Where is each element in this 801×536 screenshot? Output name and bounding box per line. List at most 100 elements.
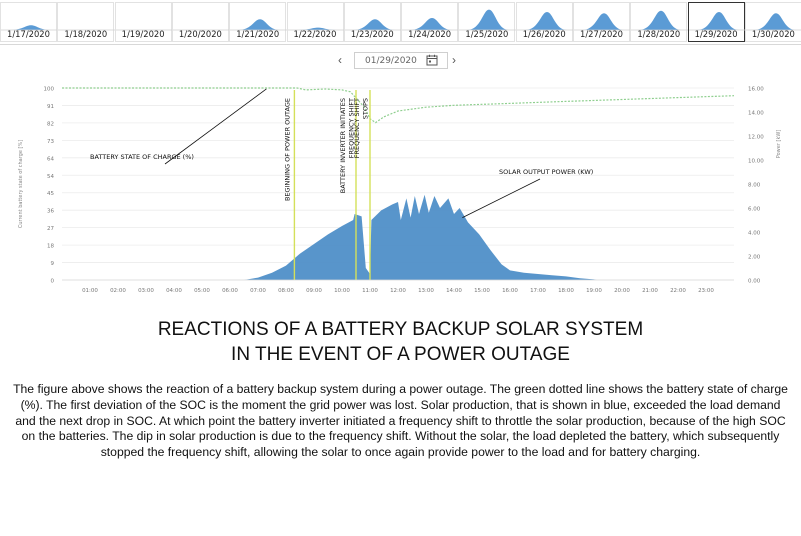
- y-right-axis-label: Power [kW]: [776, 130, 782, 158]
- x-tick-label: 04:00: [166, 288, 182, 294]
- day-sparkline: [574, 13, 631, 31]
- x-tick-label: 19:00: [586, 288, 602, 294]
- date-tab[interactable]: 1/19/2020: [114, 2, 173, 42]
- date-tab-label: 1/19/2020: [121, 29, 165, 39]
- battery-soc-pointer: [164, 88, 267, 165]
- date-tab-label: 1/24/2020: [408, 29, 452, 39]
- x-tick-label: 18:00: [558, 288, 574, 294]
- y-left-tick-label: 82: [47, 121, 54, 127]
- y-right-tick-label: 16.00: [748, 87, 764, 93]
- x-tick-label: 14:00: [446, 288, 462, 294]
- date-tab-label: 1/23/2020: [350, 29, 394, 39]
- x-tick-label: 01:00: [82, 288, 98, 294]
- y-left-tick-label: 9: [51, 261, 55, 267]
- day-sparkline: [631, 10, 689, 31]
- date-tab[interactable]: 1/20/2020: [171, 2, 230, 42]
- date-tab-label: 1/27/2020: [580, 29, 623, 39]
- day-sparkline: [1, 25, 58, 31]
- date-tab-label: 1/28/2020: [637, 29, 681, 39]
- day-sparkline: [745, 13, 801, 31]
- date-tab-label: 1/18/2020: [64, 29, 108, 39]
- x-tick-label: 15:00: [474, 288, 490, 294]
- date-tab-label: 1/21/2020: [236, 29, 280, 39]
- x-tick-label: 08:00: [278, 288, 294, 294]
- date-tab-label: 1/26/2020: [522, 29, 566, 39]
- calendar-icon[interactable]: [426, 54, 438, 66]
- y-right-tick-label: 6.00: [748, 207, 761, 213]
- day-sparkline: [402, 18, 460, 31]
- date-tab[interactable]: 1/26/2020: [515, 2, 574, 42]
- x-tick-label: 05:00: [194, 288, 210, 294]
- x-tick-label: 10:00: [334, 288, 350, 294]
- event-label: FREQUENCY SHIFT: [347, 98, 355, 158]
- solar-output-annotation: SOLAR OUTPUT POWER (KW): [499, 168, 593, 176]
- y-left-tick-label: 36: [47, 209, 54, 215]
- date-tab-label: 1/30/2020: [751, 29, 795, 39]
- y-right-tick-label: 4.00: [748, 231, 761, 237]
- battery-soc-annotation: BATTERY STATE OF CHARGE (%): [90, 153, 194, 161]
- y-right-tick-label: 14.00: [748, 111, 764, 117]
- solar-power-area: [62, 194, 734, 280]
- y-right-tick-label: 0.00: [748, 279, 761, 285]
- x-tick-label: 23:00: [698, 288, 714, 294]
- caption-title-line-2: IN THE EVENT OF A POWER OUTAGE: [231, 344, 570, 365]
- date-tab[interactable]: 1/17/2020: [0, 2, 58, 42]
- caption-title-line-1: REACTIONS OF A BATTERY BACKUP SOLAR SYST…: [157, 319, 644, 340]
- date-tab-label: 1/25/2020: [465, 29, 509, 39]
- date-input[interactable]: 01/29/2020: [354, 52, 448, 69]
- date-tab[interactable]: 1/22/2020: [286, 2, 345, 42]
- y-right-tick-label: 10.00: [748, 159, 764, 165]
- event-label: FREQUENCY SHIFT: [353, 98, 361, 158]
- day-sparkline: [230, 19, 288, 31]
- date-tab[interactable]: 1/29/2020: [687, 2, 746, 42]
- y-left-tick-label: 73: [47, 139, 54, 145]
- caption-body: The figure above shows the reaction of a…: [13, 382, 788, 460]
- y-left-tick-label: 100: [44, 87, 55, 93]
- next-day-arrow[interactable]: ›: [452, 53, 456, 67]
- date-tab[interactable]: 1/23/2020: [343, 2, 402, 42]
- y-left-tick-label: 64: [47, 156, 54, 162]
- day-sparkline: [172, 29, 230, 31]
- date-tab[interactable]: 1/21/2020: [229, 2, 288, 42]
- day-sparkline: [459, 9, 517, 31]
- day-sparkline: [58, 29, 116, 31]
- day-sparkline: [688, 12, 746, 31]
- date-tab[interactable]: 1/18/2020: [57, 2, 116, 42]
- day-sparkline: [115, 29, 173, 31]
- event-label: STOPS: [361, 98, 369, 119]
- date-tab[interactable]: 1/24/2020: [401, 2, 460, 42]
- solar-output-pointer: [462, 178, 541, 218]
- y-left-tick-label: 27: [47, 226, 54, 232]
- day-sparkline: [344, 19, 402, 31]
- date-tab[interactable]: 1/25/2020: [458, 2, 517, 42]
- power-chart: 0 9 18 27 36 45 54 64 73 82 91 100 0.00 2.00 4.00 6.00 8…: [18, 87, 782, 295]
- x-tick-label: 20:00: [614, 288, 630, 294]
- x-tick-label: 22:00: [670, 288, 686, 294]
- battery-soc-line: [62, 87, 735, 124]
- x-tick-label: 17:00: [530, 288, 546, 294]
- y-left-tick-label: 0: [51, 279, 55, 285]
- day-sparkline: [287, 27, 345, 31]
- date-tab[interactable]: 1/28/2020: [630, 2, 689, 42]
- x-tick-label: 07:00: [250, 288, 266, 294]
- y-right-tick-label: 2.00: [748, 255, 761, 261]
- x-tick-label: 11:00: [362, 288, 378, 294]
- caption-title: REACTIONS OF A BATTERY BACKUP SOLAR SYST…: [0, 317, 801, 367]
- x-tick-label: 02:00: [110, 288, 126, 294]
- x-tick-label: 16:00: [502, 288, 518, 294]
- y-left-tick-label: 18: [47, 244, 54, 250]
- date-strip: 1/17/2020 1/18/2020 1/19/2020 1/20/2020 1/21…: [0, 0, 801, 45]
- date-tab[interactable]: 1/30/2020: [744, 2, 801, 42]
- x-tick-label: 12:00: [390, 288, 406, 294]
- y-right-tick-label: 8.00: [748, 183, 761, 189]
- date-tab[interactable]: 1/27/2020: [573, 2, 631, 42]
- y-left-axis-label: Current battery state of charge [%]: [18, 140, 24, 228]
- y-left-tick-label: 54: [47, 174, 54, 180]
- x-tick-label: 13:00: [418, 288, 434, 294]
- previous-day-arrow[interactable]: ‹: [338, 53, 342, 67]
- y-left-tick-label: 45: [47, 191, 54, 197]
- day-sparkline: [516, 12, 574, 31]
- y-left-tick-label: 91: [47, 104, 54, 110]
- date-tab-label: 1/22/2020: [293, 29, 337, 39]
- x-tick-label: 09:00: [306, 288, 322, 294]
